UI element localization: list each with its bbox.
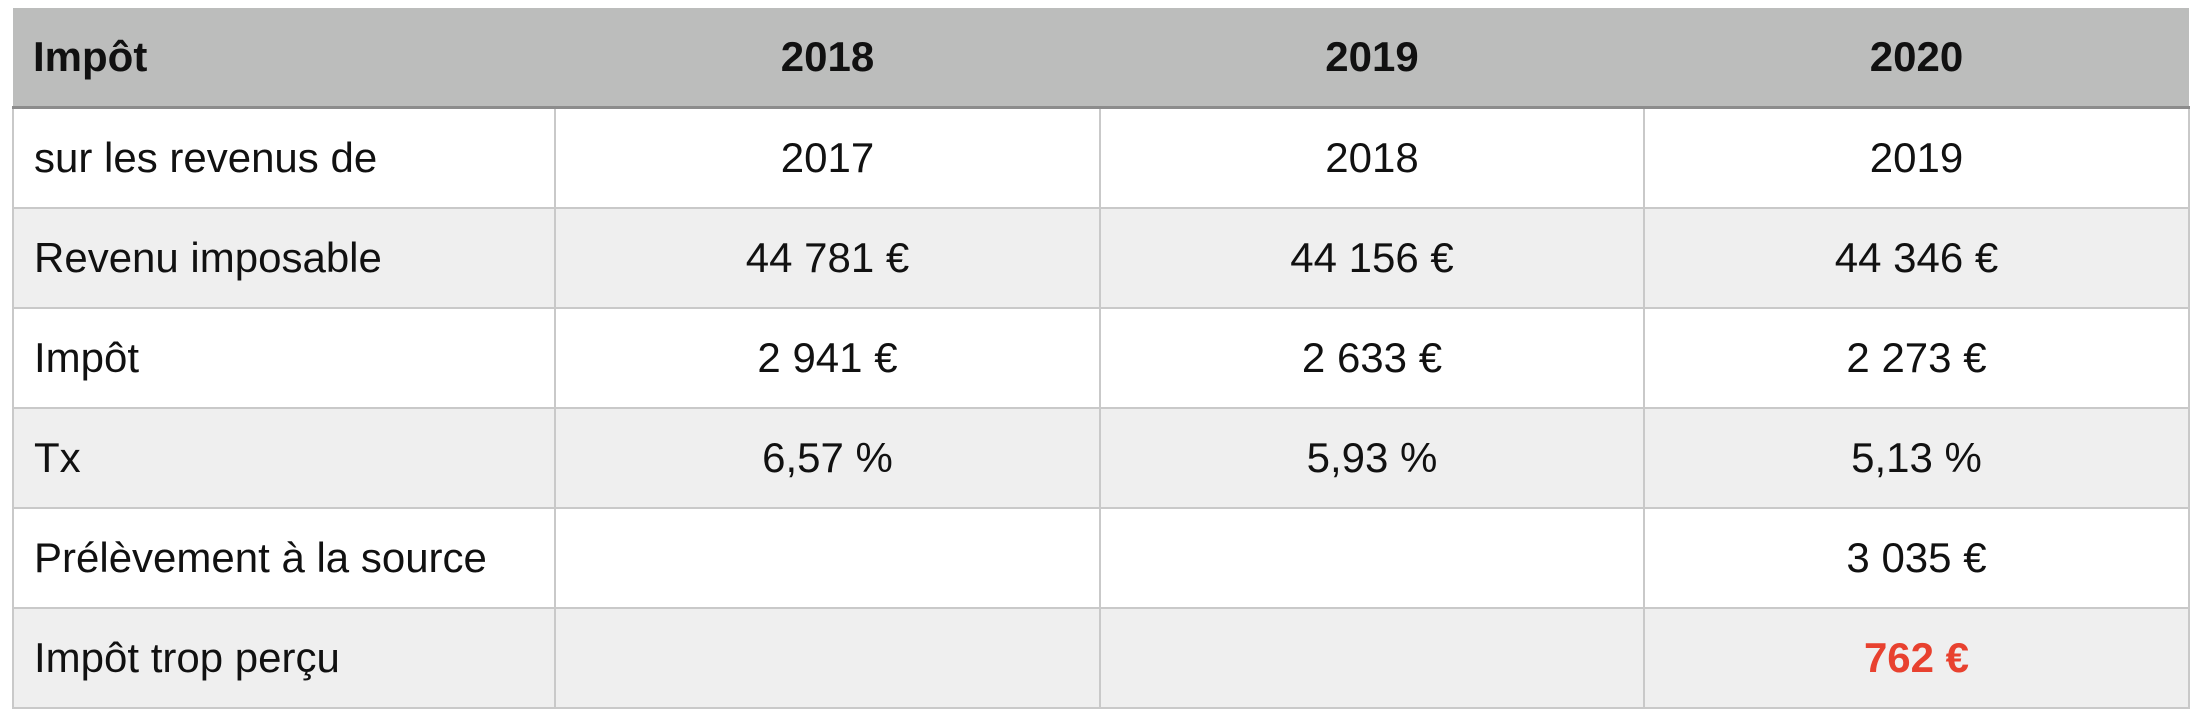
row-label: Impôt	[12, 307, 556, 409]
table-cell: 2019	[1643, 106, 2190, 209]
header-row: Impôt 2018 2019 2020	[13, 8, 2189, 109]
table-cell	[1099, 507, 1645, 609]
table-body: sur les revenus de 2017 2018 2019 Revenu…	[12, 106, 2190, 709]
table-row: Revenu imposable 44 781 € 44 156 € 44 34…	[12, 207, 2190, 309]
tax-table: Impôt 2018 2019 2020 sur les revenus de …	[12, 8, 2190, 709]
overpaid-tax-value: 762 €	[1643, 607, 2190, 709]
table-cell: 5,93 %	[1099, 407, 1645, 509]
table-cell: 2018	[1099, 106, 1645, 209]
row-label: Prélèvement à la source	[12, 507, 556, 609]
table-cell: 2 633 €	[1099, 307, 1645, 409]
row-label: sur les revenus de	[12, 106, 556, 209]
table-cell	[1099, 607, 1645, 709]
row-label: Impôt trop perçu	[12, 607, 556, 709]
table-row: Impôt 2 941 € 2 633 € 2 273 €	[12, 307, 2190, 409]
table-cell: 44 781 €	[554, 207, 1101, 309]
row-label: Tx	[12, 407, 556, 509]
table-row: sur les revenus de 2017 2018 2019	[12, 106, 2190, 209]
header-year-2020: 2020	[1644, 8, 2189, 109]
table-cell: 2017	[554, 106, 1101, 209]
header-year-2018: 2018	[555, 8, 1100, 109]
table-cell: 2 941 €	[554, 307, 1101, 409]
table-cell: 44 346 €	[1643, 207, 2190, 309]
table-cell: 44 156 €	[1099, 207, 1645, 309]
table-row: Impôt trop perçu 762 €	[12, 607, 2190, 709]
header-label: Impôt	[13, 8, 555, 109]
table-cell: 6,57 %	[554, 407, 1101, 509]
row-label: Revenu imposable	[12, 207, 556, 309]
table-cell: 2 273 €	[1643, 307, 2190, 409]
header-year-2019: 2019	[1100, 8, 1644, 109]
table-cell: 5,13 %	[1643, 407, 2190, 509]
table-row: Tx 6,57 % 5,93 % 5,13 %	[12, 407, 2190, 509]
table-cell	[554, 507, 1101, 609]
table-header: Impôt 2018 2019 2020	[13, 8, 2189, 109]
table-cell	[554, 607, 1101, 709]
table-cell: 3 035 €	[1643, 507, 2190, 609]
table-row: Prélèvement à la source 3 035 €	[12, 507, 2190, 609]
